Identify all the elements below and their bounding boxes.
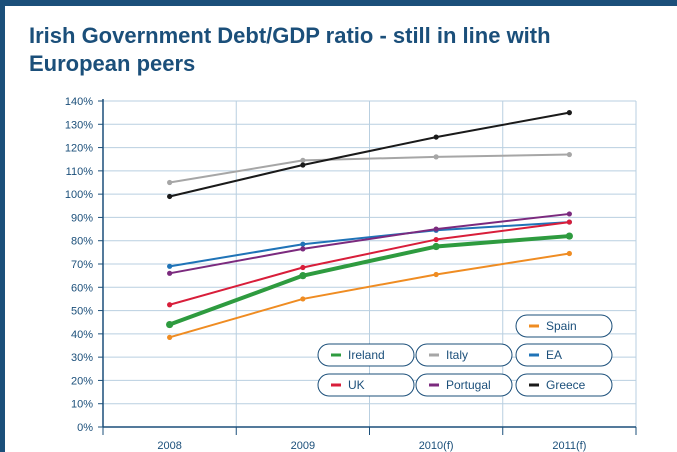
legend-box	[515, 373, 613, 397]
frame-top-border	[0, 0, 677, 6]
frame-left-border	[0, 0, 5, 452]
legend-item-uk: UK	[317, 373, 415, 397]
data-point-greece	[167, 193, 173, 200]
legend-label: EA	[546, 348, 562, 362]
series-line-spain	[168, 252, 571, 339]
data-point-ireland	[166, 320, 174, 329]
y-tick-label: 50%	[71, 306, 93, 318]
legend-label: Italy	[446, 348, 468, 362]
legend-box	[415, 343, 513, 367]
legend-label: Portugal	[446, 378, 491, 392]
data-point-portugal	[167, 270, 173, 276]
y-tick-label: 70%	[71, 259, 93, 271]
series-line-portugal	[168, 212, 571, 275]
legend-item-portugal: Portugal	[415, 373, 513, 397]
y-tick-label: 140%	[65, 96, 93, 108]
data-point-spain	[167, 334, 173, 340]
series-line-ireland	[167, 234, 572, 327]
legend-item-ireland: Ireland	[317, 343, 415, 367]
y-tick-label: 60%	[71, 282, 93, 294]
axes	[98, 99, 637, 435]
data-point-greece	[433, 134, 439, 140]
legend-label: Ireland	[348, 348, 385, 362]
data-point-ireland	[432, 242, 440, 251]
data-point-italy	[433, 154, 439, 160]
data-point-spain	[433, 271, 439, 278]
legend-label: Spain	[546, 319, 577, 333]
legend-box	[415, 373, 513, 397]
y-tick-label: 130%	[65, 119, 93, 131]
data-point-ireland	[299, 272, 307, 280]
y-tick-label: 40%	[71, 329, 93, 341]
legend-label: UK	[348, 378, 365, 392]
y-tick-label: 80%	[71, 236, 93, 248]
y-tick-label: 120%	[65, 143, 93, 155]
y-tick-label: 110%	[66, 166, 94, 178]
y-tick-label: 90%	[71, 212, 93, 224]
legend-label: Greece	[546, 378, 586, 392]
legend-item-greece: Greece	[515, 373, 613, 397]
x-tick-label: 2009	[291, 440, 315, 452]
data-point-portugal	[433, 226, 439, 232]
y-tick-label: 30%	[71, 352, 93, 364]
y-tick-label: 100%	[65, 189, 93, 201]
data-point-ireland	[565, 232, 573, 240]
series-line-italy	[168, 153, 571, 184]
legend-box	[515, 314, 613, 338]
data-point-uk	[566, 219, 572, 225]
data-point-greece	[300, 162, 306, 168]
series-lines	[166, 110, 573, 340]
x-tick-label: 2008	[157, 440, 181, 452]
legend: Spain Ireland Italy EA UK Portugal Greece	[317, 314, 613, 397]
y-tick-label: 10%	[71, 399, 93, 411]
legend-item-spain: Spain	[515, 314, 613, 338]
data-point-uk	[167, 302, 173, 308]
data-point-italy	[167, 179, 173, 186]
data-point-portugal	[300, 246, 306, 252]
legend-item-ea: EA	[515, 343, 613, 367]
x-tick-label: 2011(f)	[552, 440, 586, 452]
data-point-ea	[300, 241, 306, 247]
series-line-uk	[168, 221, 571, 306]
y-tick-label: 20%	[71, 375, 93, 387]
data-point-uk	[300, 264, 306, 271]
data-point-uk	[433, 236, 439, 243]
data-point-ea	[167, 263, 173, 269]
legend-box	[515, 343, 613, 367]
series-line-ea	[168, 221, 571, 268]
y-axis-ticks: 0% 10% 20% 30% 40% 50% 60% 70% 80% 90% 100% 110% 120…	[65, 96, 93, 434]
data-point-italy	[566, 151, 572, 158]
data-point-spain	[300, 296, 306, 302]
data-point-italy	[300, 157, 306, 163]
legend-box	[317, 343, 415, 367]
x-axis-ticks: 2008 2009 2010(f) 2011(f)	[157, 440, 586, 452]
x-tick-label: 2010(f)	[419, 440, 454, 452]
chart-title: Irish Government Debt/GDP ratio - still …	[29, 23, 551, 76]
y-tick-label: 0%	[77, 422, 93, 434]
series-line-greece	[168, 111, 571, 198]
data-point-greece	[566, 110, 572, 116]
data-point-spain	[566, 250, 572, 257]
legend-box	[317, 373, 415, 397]
data-point-portugal	[566, 211, 572, 217]
legend-item-italy: Italy	[415, 343, 513, 367]
